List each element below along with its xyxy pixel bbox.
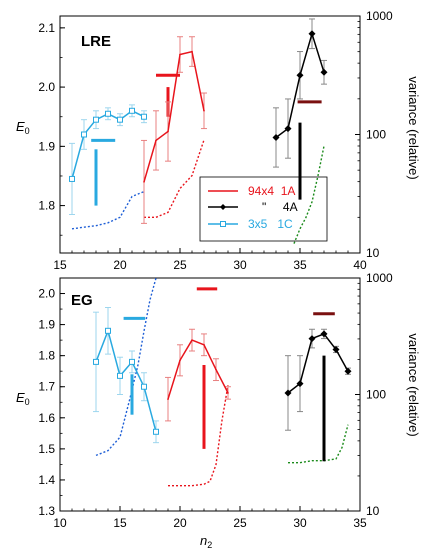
eg-y-tick-label: 1.7 — [38, 380, 55, 394]
lre-3x5-1c-point — [105, 110, 111, 117]
legend-marker-square — [220, 221, 226, 227]
lre-3x5-1c-point — [93, 116, 99, 123]
lre-3x5-1c-point — [141, 113, 147, 120]
lre-3x5-1c-point — [81, 131, 87, 138]
x-axis-label: n2 — [200, 533, 212, 550]
eg-x-tick-label: 20 — [173, 516, 187, 530]
lre-3x5-1c-point — [129, 107, 135, 114]
lre-y-tick-label: 1.9 — [38, 139, 55, 153]
lre-94x4-1a-point — [203, 110, 205, 112]
eg-y-tick-label: 1.5 — [38, 442, 55, 456]
legend-label-3x5-1c: 3x5 1C — [248, 217, 293, 231]
lre-4a-point — [284, 125, 292, 133]
eg-4a-variance-line — [288, 424, 349, 464]
lre-x-tick-label: 30 — [233, 258, 247, 272]
eg-x-tick-label: 15 — [113, 516, 127, 530]
lre-3x5-1c-point — [117, 116, 123, 123]
lre-94x4-1a-series-line — [143, 50, 205, 183]
eg-4a-series-line — [287, 332, 349, 394]
eg-4a-point — [344, 367, 352, 375]
eg-94x4-1a-point — [167, 398, 169, 400]
lre-94x4-1a-point — [155, 139, 157, 142]
lre-x-tick-label: 20 — [113, 258, 127, 272]
lre-x-tick-label: 25 — [173, 258, 187, 272]
eg-3x5-1c-point — [117, 372, 123, 379]
eg-3x5-1c-variance-line — [95, 277, 157, 457]
eg-y2-tick-label: 1000 — [366, 271, 393, 285]
eg-94x4-1a-point — [227, 392, 229, 394]
legend-label-4a: " 4A — [262, 200, 298, 214]
eg-3x5-1c-point — [129, 358, 135, 365]
eg-94x4-1a-point — [215, 368, 217, 371]
eg-x-tick-label: 10 — [53, 516, 67, 530]
lre-4a-variance-line — [293, 145, 325, 244]
lre-3x5-1c-point — [69, 175, 75, 182]
eg-x-tick-label: 30 — [293, 516, 307, 530]
eg-4a-point — [320, 330, 328, 338]
lre-3x5-1c-series-line — [71, 109, 145, 180]
lre-y-tick-label: 1.8 — [38, 199, 55, 213]
eg-y2-tick-label: 100 — [366, 388, 386, 402]
eg-3x5-1c-point — [93, 358, 99, 365]
eg-94x4-1a-variance-line — [168, 385, 229, 487]
eg-y-axis-label: E0 — [16, 390, 30, 407]
eg-y-tick-label: 1.3 — [38, 504, 55, 518]
eg-3x5-1c-series-line — [95, 328, 157, 432]
lre-y-tick-label: 2.1 — [38, 21, 55, 35]
eg-y-label-main: E — [16, 390, 25, 405]
lre-94x4-1a-point — [143, 181, 145, 183]
eg-94x4-1a-point — [191, 339, 193, 341]
lre-y-axis-label: E0 — [16, 119, 30, 136]
eg-3x5-1c-point — [141, 383, 147, 390]
lre-y2-tick-label: 1000 — [366, 9, 393, 23]
eg-4a-point — [296, 380, 304, 388]
lre-panel-title: LRE — [81, 33, 111, 50]
eg-right-axis-label: variance (relative) — [406, 333, 421, 436]
lre-x-tick-label: 35 — [293, 258, 307, 272]
lre-4a-point — [320, 68, 328, 76]
legend: 94x4 1A " 4A 3x5 1C — [199, 176, 328, 242]
lre-x-tick-label: 40 — [353, 258, 367, 272]
lre-y-label-main: E — [16, 119, 25, 134]
lre-94x4-1a-point — [167, 130, 169, 133]
eg-y-label-sub: 0 — [25, 397, 30, 407]
lre-right-axis-label: variance (relative) — [406, 76, 421, 179]
eg-94x4-1a-series-line — [167, 339, 229, 400]
eg-y-tick-label: 1.9 — [38, 318, 55, 332]
eg-94x4-1a-point — [203, 343, 205, 346]
eg-94x4-1a-point — [179, 359, 181, 362]
eg-3x5-1c-point — [105, 327, 111, 334]
eg-x-tick-label: 25 — [233, 516, 247, 530]
legend-label-94x4-1a: 94x4 1A — [248, 184, 295, 198]
legend-box — [199, 176, 328, 242]
lre-94x4-1a-point — [191, 50, 193, 53]
eg-4a-point — [308, 335, 316, 343]
lre-y-tick-label: 2.0 — [38, 80, 55, 94]
eg-y-tick-label: 1.4 — [38, 473, 55, 487]
legend-marker-diamond — [220, 204, 226, 210]
eg-y2-tick-label: 10 — [366, 504, 380, 518]
eg-y-tick-label: 2.0 — [38, 287, 55, 301]
eg-x-tick-label: 35 — [353, 516, 367, 530]
lre-x-tick-label: 15 — [53, 258, 67, 272]
lre-94x4-1a-variance-line — [144, 139, 205, 219]
eg-3x5-1c-point — [153, 428, 159, 435]
lre-94x4-1a-point — [179, 53, 181, 56]
x-label-sub: 2 — [207, 540, 212, 550]
eg-panel-title: EG — [71, 292, 93, 309]
eg-y-tick-label: 1.6 — [38, 411, 55, 425]
lre-4a-point — [272, 133, 280, 141]
eg-y-tick-label: 1.8 — [38, 349, 55, 363]
eg-4a-point — [332, 345, 340, 353]
x-label-main: n — [200, 533, 207, 548]
chart-marks: 15 20 25 30 35 40 1.8 1.9 2.0 2.1 10 100 1000 10 15 20 2… — [38, 9, 393, 530]
lre-y-label-sub: 0 — [25, 126, 30, 136]
lre-y2-tick-label: 10 — [366, 246, 380, 260]
lre-3x5-1c-variance-line — [71, 190, 145, 230]
lre-y2-tick-label: 100 — [366, 128, 386, 142]
eg-4a-point — [284, 389, 292, 397]
lre-4a-point — [308, 30, 316, 38]
lre-4a-point — [296, 71, 304, 79]
